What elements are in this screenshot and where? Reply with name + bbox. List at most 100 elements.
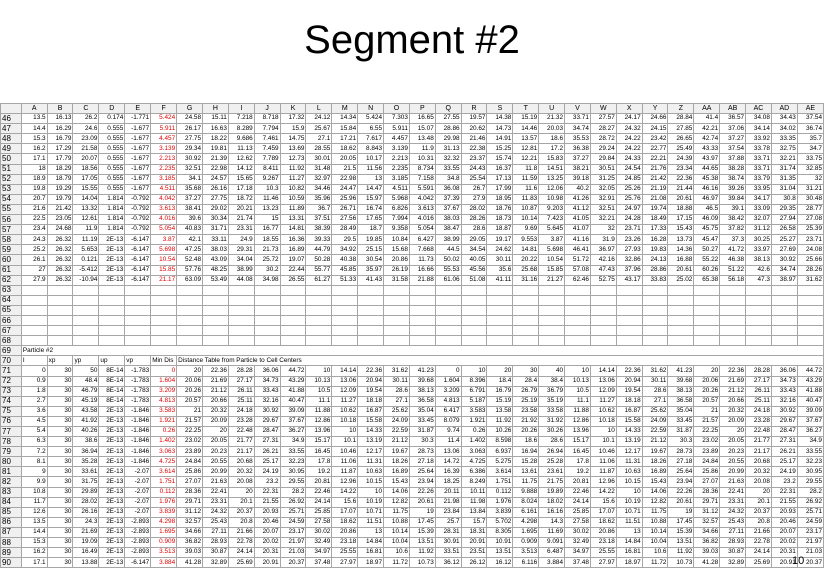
- cell[interactable]: 10: [615, 486, 643, 498]
- cell[interactable]: [202, 284, 229, 296]
- column-header-i[interactable]: I: [227, 102, 255, 115]
- cell[interactable]: 13.51: [486, 547, 514, 559]
- cell[interactable]: 23.05: [46, 214, 74, 226]
- cell[interactable]: 9.267: [253, 173, 281, 185]
- cell[interactable]: 2E-13: [98, 425, 126, 438]
- cell[interactable]: 24.39: [667, 153, 695, 165]
- cell[interactable]: 35.6: [486, 264, 514, 276]
- cell[interactable]: 28.27: [589, 123, 617, 135]
- cell[interactable]: 27.18: [408, 456, 436, 468]
- cell[interactable]: 30.02: [305, 526, 333, 539]
- cell[interactable]: 30: [46, 385, 74, 397]
- cell[interactable]: 10.31: [408, 153, 436, 165]
- cell[interactable]: 26.19: [383, 264, 410, 276]
- cell[interactable]: 15.55: [72, 183, 100, 195]
- cell[interactable]: 28.93: [202, 537, 229, 549]
- cell[interactable]: [460, 284, 488, 296]
- cell[interactable]: 11.75: [383, 506, 410, 518]
- cell[interactable]: 10.46: [331, 446, 359, 458]
- cell[interactable]: 23.71: [796, 234, 824, 246]
- cell[interactable]: 16.87: [615, 405, 643, 417]
- cell[interactable]: 10: [589, 425, 617, 438]
- cell[interactable]: [615, 325, 643, 337]
- cell[interactable]: 2E-13: [98, 446, 126, 458]
- cell[interactable]: 16.88: [667, 254, 695, 266]
- cell[interactable]: 3.884: [150, 557, 178, 569]
- column-header-k[interactable]: K: [279, 102, 307, 115]
- cell[interactable]: 13.06: [434, 446, 462, 458]
- cell[interactable]: [538, 304, 566, 316]
- cell[interactable]: 33.83: [641, 274, 669, 286]
- cell[interactable]: 33.45: [408, 415, 436, 428]
- cell[interactable]: 1.604: [150, 375, 178, 387]
- cell[interactable]: 15.65: [227, 173, 255, 185]
- cell[interactable]: [796, 314, 824, 327]
- cell[interactable]: 20.66: [719, 395, 747, 407]
- cell[interactable]: 30: [46, 375, 74, 387]
- cell[interactable]: 20.86: [383, 254, 410, 266]
- cell[interactable]: 10.8: [20, 486, 48, 498]
- cell[interactable]: 11.72: [641, 557, 669, 569]
- cell[interactable]: [615, 335, 643, 347]
- cell[interactable]: 27.58: [305, 516, 333, 528]
- cell[interactable]: 15.9: [279, 123, 307, 135]
- cell[interactable]: 24.6: [72, 123, 100, 135]
- cell[interactable]: 25.17: [770, 456, 798, 468]
- cell[interactable]: 4.725: [150, 456, 178, 468]
- cell[interactable]: 27.56: [331, 214, 359, 226]
- cell[interactable]: 44.08: [227, 274, 255, 286]
- cell[interactable]: 8.289: [227, 123, 255, 135]
- cell[interactable]: 15.3: [20, 133, 48, 145]
- cell[interactable]: 28.73: [408, 446, 436, 458]
- cell[interactable]: 0.909: [150, 537, 178, 549]
- cell[interactable]: 25.39: [796, 224, 824, 236]
- cell[interactable]: 11.89: [279, 203, 307, 216]
- cell[interactable]: 20.31: [253, 547, 281, 559]
- cell[interactable]: 16.39: [434, 466, 462, 478]
- cell[interactable]: 24.28: [615, 214, 643, 226]
- row-header[interactable]: 88: [0, 537, 22, 549]
- cell[interactable]: 19.54: [357, 385, 385, 397]
- cell[interactable]: 21.77: [227, 436, 255, 448]
- cell[interactable]: 18.6: [538, 133, 566, 145]
- cell[interactable]: 0.555: [98, 133, 126, 145]
- row-header[interactable]: 63: [0, 284, 22, 296]
- cell[interactable]: 22.59: [383, 425, 410, 438]
- cell[interactable]: [72, 284, 100, 296]
- cell[interactable]: [305, 284, 333, 296]
- cell[interactable]: 2.213: [150, 153, 178, 165]
- cell[interactable]: 11.1: [305, 395, 333, 407]
- cell[interactable]: 46.38: [719, 254, 747, 266]
- cell[interactable]: 21.44: [667, 183, 695, 195]
- cell[interactable]: -2.893: [124, 547, 152, 559]
- cell[interactable]: 26.32: [46, 234, 74, 246]
- cell[interactable]: 48.4: [72, 375, 100, 387]
- cell[interactable]: 19.74: [641, 203, 669, 216]
- cell[interactable]: 1.8: [20, 385, 48, 397]
- cell[interactable]: 32.89: [719, 557, 747, 569]
- cell[interactable]: 3.583: [460, 405, 488, 417]
- cell[interactable]: Distance Table from Particle to Cell Cen…: [176, 355, 824, 367]
- cell[interactable]: 8E-14: [98, 375, 126, 387]
- cell[interactable]: [719, 294, 747, 306]
- cell[interactable]: 25.85: [564, 506, 591, 518]
- cell[interactable]: 28.36: [693, 486, 721, 498]
- cell[interactable]: 30: [46, 486, 74, 498]
- cell[interactable]: 28.55: [305, 143, 333, 155]
- cell[interactable]: 25.49: [667, 143, 695, 155]
- cell[interactable]: 1.976: [486, 496, 514, 508]
- cell[interactable]: 22.31: [770, 486, 798, 498]
- cell[interactable]: 39.84: [719, 193, 747, 205]
- cell[interactable]: 30.51: [589, 163, 617, 175]
- cell[interactable]: 13.32: [72, 203, 100, 216]
- cell[interactable]: [434, 314, 462, 327]
- cell[interactable]: [434, 304, 462, 316]
- cell[interactable]: 23.58: [512, 405, 540, 417]
- cell[interactable]: 21: [693, 405, 721, 417]
- cell[interactable]: [331, 335, 359, 347]
- cell[interactable]: 42.74: [693, 133, 721, 145]
- cell[interactable]: 38.6: [72, 436, 100, 448]
- cell[interactable]: 0.555: [98, 173, 126, 185]
- cell[interactable]: 27.97: [331, 557, 359, 569]
- row-header[interactable]: 69: [0, 345, 22, 357]
